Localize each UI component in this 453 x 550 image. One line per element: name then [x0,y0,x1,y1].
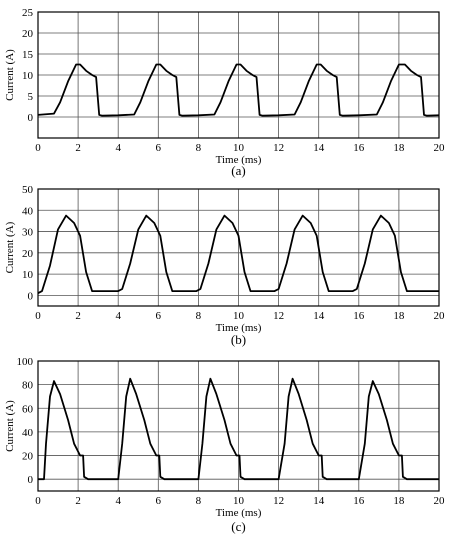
x-tick-label: 18 [393,310,405,322]
y-tick-label: 30 [22,227,34,239]
y-tick-label: 20 [22,28,34,40]
y-tick-label: 50 [22,184,34,196]
current-waveform-line [38,377,439,481]
chart-panel: 0 2 4 6 8 10 12 14 16 18 20 0 5 10 15 20 25 Time (ms) Curr… [4,7,445,178]
y-tick-label: 60 [22,403,34,415]
y-tick-label: 15 [22,49,34,61]
y-tick-label: 100 [17,356,34,368]
y-tick-label: 10 [22,70,34,82]
y-tick-label: 40 [22,205,34,217]
chart-panel: 0 2 4 6 8 10 12 14 16 18 20 0 10 20 30 40 50 Time (ms) Cur… [4,184,445,347]
x-tick-label: 0 [35,142,41,154]
x-tick-label: 16 [353,310,365,322]
x-tick-label: 14 [313,142,325,154]
y-axis-label: Current (A) [4,221,16,273]
y-axis-label: Current (A) [4,400,16,452]
x-tick-label: 10 [233,310,245,322]
x-tick-label: 20 [434,142,446,154]
x-tick-label: 16 [353,142,365,154]
x-tick-label: 6 [156,142,162,154]
x-tick-label: 0 [35,310,41,322]
x-tick-label: 6 [156,310,162,322]
y-tick-label: 0 [28,290,34,302]
plot-frame [37,188,440,307]
x-tick-label: 20 [434,310,446,322]
x-tick-label: 12 [273,310,284,322]
x-tick-label: 12 [273,142,284,154]
y-tick-label: 5 [28,91,34,103]
x-tick-label: 12 [273,495,284,507]
x-tick-label: 16 [353,495,365,507]
y-tick-label: 25 [22,7,34,19]
chart-panel: 0 2 4 6 8 10 12 14 16 18 20 0 20 40 60 80 100 Time (ms) Cu… [4,356,445,534]
panel-label: (c) [231,519,245,534]
current-waveform-line [37,63,440,117]
x-tick-label: 0 [35,495,41,507]
x-tick-label: 8 [196,310,202,322]
x-tick-label: 8 [196,142,202,154]
x-tick-label: 6 [156,495,162,507]
x-tick-label: 2 [75,310,81,322]
x-tick-label: 10 [233,495,245,507]
x-tick-label: 20 [434,495,446,507]
x-tick-label: 18 [393,495,405,507]
y-tick-label: 80 [22,380,34,392]
x-tick-label: 8 [196,495,202,507]
x-tick-label: 2 [75,495,81,507]
x-tick-label: 4 [115,310,121,322]
plot-frame [37,360,440,492]
panel-label: (a) [231,163,245,178]
y-axis-label: Current (A) [4,49,16,101]
x-tick-label: 14 [313,310,325,322]
x-tick-label: 4 [115,495,121,507]
x-tick-label: 10 [233,142,245,154]
y-tick-label: 20 [22,248,34,260]
x-tick-label: 4 [115,142,121,154]
x-tick-label: 18 [393,142,405,154]
x-tick-label: 2 [75,142,81,154]
x-axis-label: Time (ms) [216,154,262,166]
current-waveform-line [37,214,439,294]
x-axis-label: Time (ms) [216,507,262,519]
y-tick-label: 0 [28,474,34,486]
y-tick-label: 40 [22,427,34,439]
x-tick-label: 14 [313,495,325,507]
panel-label: (b) [231,332,246,347]
y-tick-label: 20 [22,451,34,463]
x-axis-label: Time (ms) [216,322,262,334]
y-tick-label: 0 [28,112,34,124]
plot-frame [37,11,440,139]
y-tick-label: 10 [22,269,34,281]
